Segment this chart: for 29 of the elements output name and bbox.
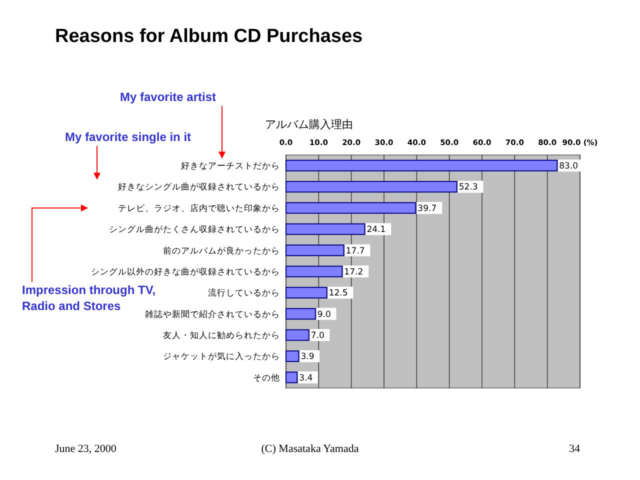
y-tick-label: テレビ、ラジオ、店内で聴いた印象から <box>118 202 280 214</box>
text: 34 <box>569 443 580 455</box>
y-tick-label: その他 <box>253 372 280 384</box>
text: (C) Masataka Yamada <box>261 443 359 455</box>
y-tick-label: 好きなアーチストだから <box>181 160 280 172</box>
y-tick-label: 前のアルバムが良かったから <box>163 245 280 256</box>
y-tick-label: ジャケットが気に入ったから <box>163 351 280 362</box>
data-label: 12.5 <box>328 288 348 299</box>
data-label: 83.0 <box>559 162 578 172</box>
y-tick-label: 好きなシングル曲が収録されているから <box>118 182 280 193</box>
y-tick-label: シングル以外の好きな曲が収録されているから <box>91 266 280 278</box>
bar <box>286 160 558 172</box>
chart-subtitle: アルバム購入理由 <box>265 118 353 131</box>
text: My favorite artist <box>120 90 216 104</box>
y-tick-label: 流行しているから <box>208 288 280 299</box>
data-label: 17.7 <box>346 246 365 256</box>
y-tick-label: シングル曲がたくさん収録されているから <box>109 224 280 236</box>
text: June 23, 2000 <box>55 443 117 455</box>
data-label: 7.0 <box>310 331 324 342</box>
data-label: 17.2 <box>344 267 364 278</box>
data-label: 39.7 <box>418 204 437 214</box>
y-tick-label: 友人・知人に勧められたから <box>163 330 280 342</box>
data-label: 52.3 <box>458 182 478 193</box>
chart-title: Reasons for Album CD Purchases <box>55 26 363 47</box>
data-label: 24.1 <box>366 225 386 236</box>
text: My favorite single in it <box>65 130 192 144</box>
data-label: 9.0 <box>317 310 331 320</box>
data-label: 3.9 <box>300 352 314 362</box>
data-label: 3.4 <box>299 373 313 384</box>
